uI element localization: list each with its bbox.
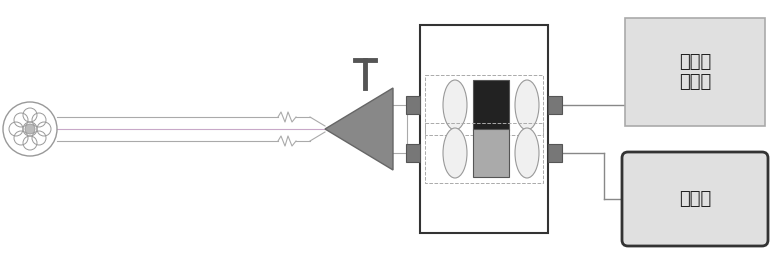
FancyBboxPatch shape [622, 152, 768, 246]
Ellipse shape [515, 80, 539, 130]
Ellipse shape [443, 128, 467, 178]
Bar [420, 25, 548, 233]
Polygon shape [325, 88, 393, 170]
Circle shape [25, 124, 35, 134]
Bar [625, 18, 765, 126]
Ellipse shape [515, 128, 539, 178]
Bar [406, 144, 420, 162]
Bar [473, 80, 509, 130]
Bar [425, 123, 543, 183]
Text: 检测器: 检测器 [679, 190, 711, 208]
Bar [548, 96, 562, 114]
Text: 双波长
激光器: 双波长 激光器 [679, 53, 711, 91]
Ellipse shape [443, 80, 467, 130]
Bar [406, 96, 420, 114]
Bar [425, 75, 543, 135]
Bar [548, 144, 562, 162]
Bar [473, 129, 509, 177]
